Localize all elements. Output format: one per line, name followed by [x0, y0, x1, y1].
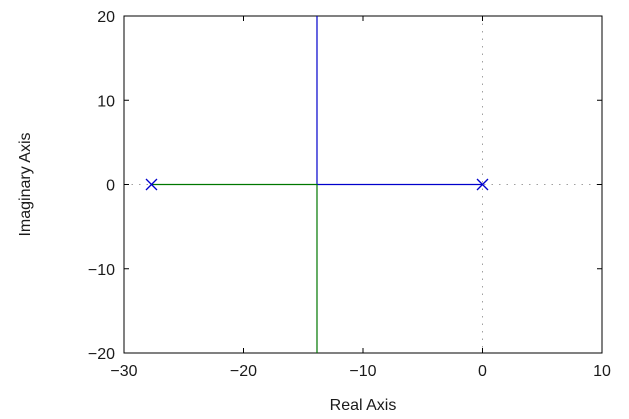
y-tick-label: 20	[97, 9, 115, 26]
x-tick-labels: −30 −20 −10 0 10	[110, 363, 611, 380]
y-tick-label: −10	[88, 262, 115, 279]
series-layer	[151, 16, 483, 353]
y-tick-label: −20	[88, 346, 115, 363]
y-tick-label: 0	[106, 178, 115, 195]
x-tick-label: −10	[349, 363, 376, 380]
pole-marker-1	[145, 178, 158, 191]
x-tick-label: −30	[110, 363, 137, 380]
y-tick-labels: −20 −10 0 10 20	[88, 9, 115, 363]
x-tick-label: −20	[230, 363, 257, 380]
locus-branch-2	[151, 183, 318, 353]
pole-markers	[145, 178, 489, 191]
reference-lines	[124, 16, 602, 353]
x-tick-label: 10	[593, 363, 611, 380]
x-tick-label: 0	[478, 363, 487, 380]
pole-marker-2	[476, 178, 489, 191]
y-tick-label: 10	[97, 93, 115, 110]
tick-marks	[123, 15, 603, 354]
y-axis-label: Imaginary Axis	[17, 132, 34, 236]
x-axis-label: Real Axis	[330, 397, 397, 414]
